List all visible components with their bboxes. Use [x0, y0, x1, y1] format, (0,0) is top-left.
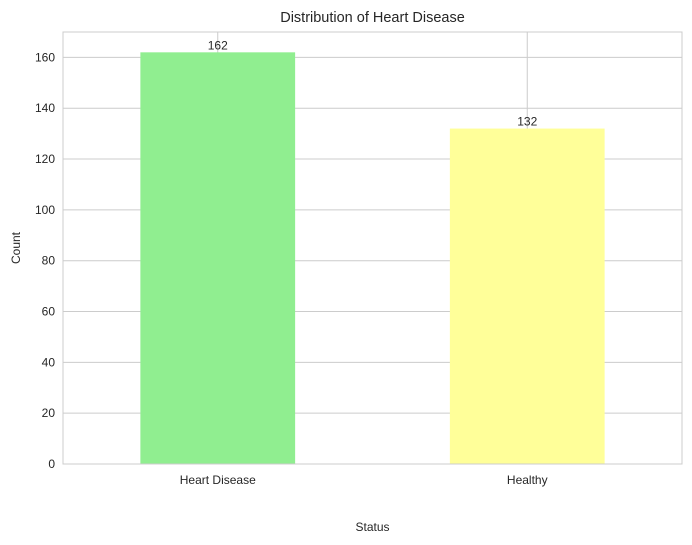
chart-title: Distribution of Heart Disease — [280, 10, 465, 26]
bars — [140, 52, 605, 465]
x-tick-labels: Heart Disease Healthy — [180, 473, 548, 487]
bar-healthy — [449, 128, 605, 465]
bar-value-label: 132 — [517, 115, 537, 129]
x-tick-label: Heart Disease — [180, 473, 256, 487]
plot-frame — [62, 31, 683, 465]
y-tick-label: 120 — [35, 152, 55, 166]
y-tick-label: 100 — [35, 203, 55, 217]
y-tick-label: 40 — [42, 355, 56, 369]
y-tick-label: 20 — [42, 406, 56, 420]
y-tick-label: 0 — [48, 457, 55, 471]
y-tick-labels: 0 20 40 60 80 100 120 140 160 — [35, 50, 55, 471]
bar-heart-disease — [140, 52, 296, 465]
y-axis-label: Count — [9, 231, 23, 264]
bar-value-label: 162 — [208, 38, 228, 52]
x-axis-label: Status — [355, 520, 389, 534]
y-tick-label: 80 — [42, 254, 56, 268]
y-tick-label: 140 — [35, 101, 55, 115]
x-tick-label: Healthy — [507, 473, 548, 487]
y-tick-label: 160 — [35, 50, 55, 64]
y-tick-label: 60 — [42, 305, 56, 319]
bar-labels: 162 132 — [208, 38, 538, 128]
